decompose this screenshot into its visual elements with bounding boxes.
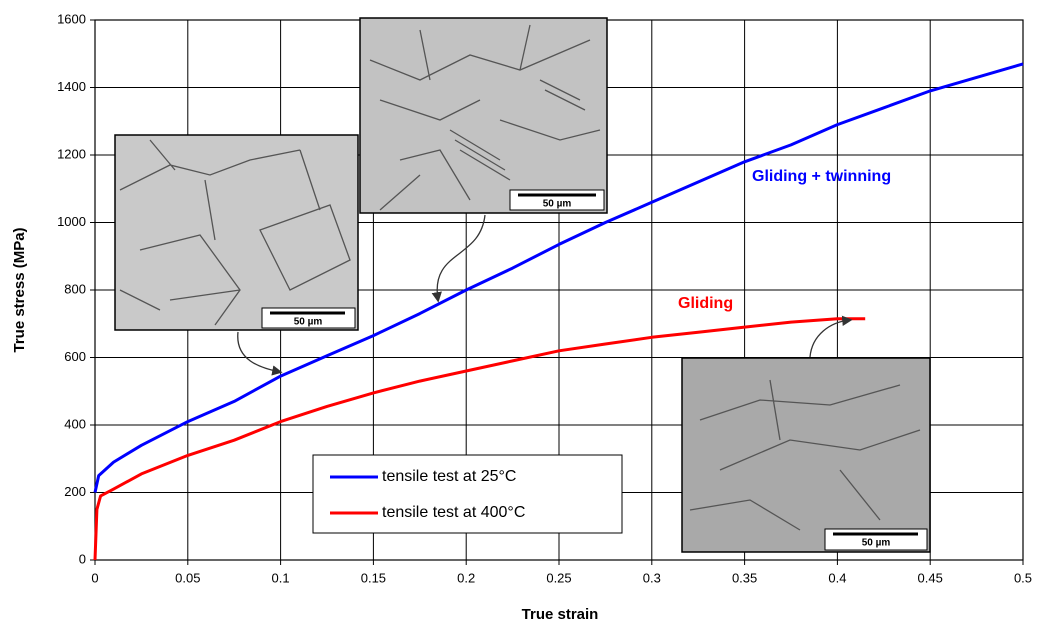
arrow [431,214,486,303]
y-tick-label: 1600 [57,11,86,26]
x-tick-label: 0.25 [546,570,571,585]
micrograph [681,357,931,553]
y-tick-label: 1400 [57,79,86,94]
texture [119,139,351,326]
inset-2: 50 µm [359,17,608,214]
y-tick-label: 200 [64,484,86,499]
x-tick-label: 0.45 [918,570,943,585]
x-tick-label: 0.1 [272,570,290,585]
x-tick-label: 0.2 [457,570,475,585]
scale-label: 50 µm [294,317,323,328]
x-axis-label: True strain [522,606,599,623]
series-line [93,317,866,561]
x-tick-label: 0.3 [643,570,661,585]
lines [93,62,1024,561]
y-tick-label: 1200 [57,146,86,161]
micrograph [359,17,608,214]
legend-label: tensile test at 400°C [382,504,525,521]
arrow [809,315,853,358]
y-tick-label: 600 [64,349,86,364]
x-tick-label: 0 [91,570,98,585]
scale-label: 50 µm [543,199,572,210]
annotation: Gliding + twinning [752,168,891,185]
inset-1: 50 µm [114,134,359,331]
texture [689,379,921,531]
x-tick-label: 0.5 [1014,570,1032,585]
legend-label: tensile test at 25°C [382,468,516,485]
scale-label: 50 µm [862,538,891,549]
legend-box [312,454,623,534]
x-tick-label: 0.4 [828,570,846,585]
y-axis-label: True stress (MPa) [11,227,28,352]
series-line [93,62,1024,493]
y-tick-label: 0 [79,551,86,566]
y-tick-label: 400 [64,416,86,431]
annotation: Gliding [678,295,733,312]
x-tick-label: 0.35 [732,570,757,585]
micrograph [114,134,359,331]
y-tick-label: 1000 [57,214,86,229]
x-tick-label: 0.15 [361,570,386,585]
x-tick-label: 0.05 [175,570,200,585]
texture [369,24,601,211]
y-tick-label: 800 [64,281,86,296]
arrow [237,331,283,376]
inset-3: 50 µm [681,357,931,553]
legend: tensile test at 25°C tensile test at 400°… [312,454,623,534]
